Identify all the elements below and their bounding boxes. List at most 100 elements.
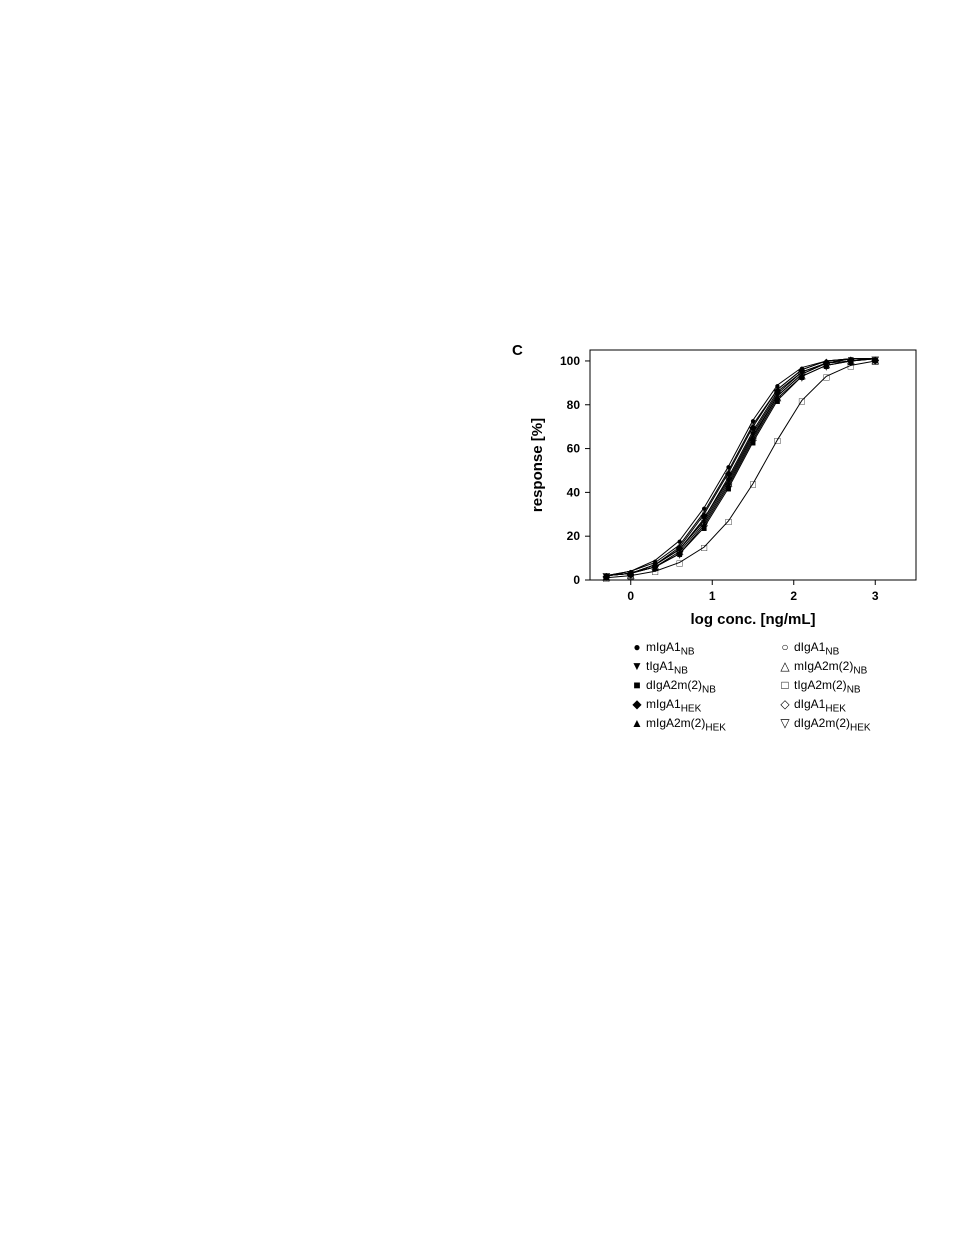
data-point: ◇ — [871, 355, 879, 366]
data-point: ▼ — [870, 355, 880, 366]
data-point: □ — [603, 574, 609, 585]
data-point: ◆ — [798, 366, 806, 377]
data-point: ● — [823, 357, 829, 368]
binding-curve-panel: C 0 1 2 3 0 20 40 60 80 100 log conc. [ng/mL] respo… — [500, 330, 940, 770]
data-point: ■ — [750, 438, 756, 449]
data-point: △ — [822, 359, 830, 370]
legend-marker: ● — [633, 640, 641, 654]
series-line — [606, 358, 876, 577]
data-point: ● — [652, 556, 658, 567]
data-point: ◆ — [822, 357, 830, 368]
data-point: ■ — [628, 569, 634, 580]
data-point: ◆ — [749, 423, 757, 434]
data-point: □ — [628, 572, 634, 583]
data-point: ▽ — [749, 436, 757, 447]
y-axis-label: response [%] — [529, 418, 546, 512]
data-point: ▽ — [627, 569, 635, 580]
x-tick-label: 0 — [627, 589, 634, 603]
data-point: ● — [701, 504, 707, 515]
data-point: □ — [701, 543, 707, 554]
data-point: ▲ — [772, 392, 782, 403]
data-point: ▼ — [846, 355, 856, 366]
data-point: ◇ — [847, 355, 855, 366]
data-point: ○ — [603, 572, 609, 583]
plot-frame — [589, 349, 917, 581]
x-tick-label: 1 — [709, 589, 716, 603]
y-tick-label: 40 — [567, 485, 581, 499]
series-line — [606, 358, 876, 577]
data-point: ◇ — [651, 561, 659, 572]
data-point: ▲ — [797, 370, 807, 381]
data-point: ■ — [701, 523, 707, 534]
legend-series-name: tIgA1 — [646, 659, 675, 673]
data-point: ◇ — [627, 569, 635, 580]
data-point: □ — [750, 480, 756, 491]
series-legend: ● mIgA1NB ○ dIgA1NB▼ tIgA1NB △ mIgA2m(2)NB■ dIg… — [628, 640, 928, 735]
data-point: ▽ — [602, 572, 610, 583]
series-line — [606, 358, 876, 577]
legend-series-subscript: NB — [674, 665, 688, 677]
panel-label: C — [512, 342, 523, 359]
legend-item: □ tIgA2m(2)NB — [776, 678, 924, 697]
legend-series-name: dIgA1 — [794, 697, 826, 711]
data-point: ● — [799, 364, 805, 375]
data-point: ◆ — [847, 355, 855, 366]
data-point: ◆ — [627, 569, 635, 580]
data-point: ▽ — [651, 563, 659, 574]
legend-item: ▼ tIgA1NB — [628, 659, 776, 678]
data-point: ▽ — [774, 394, 782, 405]
data-point: ▲ — [650, 563, 660, 574]
legend-marker: ○ — [781, 640, 789, 654]
data-point: □ — [799, 396, 805, 407]
data-point: ◇ — [602, 572, 610, 583]
data-point: □ — [726, 517, 732, 528]
data-point: ○ — [652, 558, 658, 569]
legend-item: ◆ mIgA1HEK — [628, 697, 776, 716]
data-point: ■ — [823, 361, 829, 372]
legend-marker: ◆ — [632, 697, 642, 711]
legend-series-subscript: NB — [853, 665, 868, 677]
data-point: □ — [872, 357, 878, 368]
data-point: ▽ — [676, 550, 684, 561]
data-point: △ — [602, 572, 610, 583]
legend-series-subscript: NB — [680, 646, 695, 658]
data-point: □ — [848, 361, 854, 372]
data-point: ■ — [652, 563, 658, 574]
data-point: ▽ — [847, 357, 855, 368]
data-point: □ — [823, 372, 829, 383]
legend-series-name: dIgA2m(2) — [646, 678, 703, 692]
legend-series-subscript: HEK — [850, 722, 871, 734]
data-point: ○ — [799, 366, 805, 377]
legend-item: △ mIgA2m(2)NB — [776, 659, 924, 678]
legend-series-name: mIgA2m(2) — [794, 659, 854, 673]
data-point: ▲ — [846, 357, 856, 368]
data-point: △ — [847, 355, 855, 366]
data-point: ◆ — [725, 469, 733, 480]
data-point: △ — [627, 569, 635, 580]
data-point: ▲ — [870, 355, 880, 366]
data-point: □ — [677, 558, 683, 569]
data-point: ● — [848, 355, 854, 366]
data-point: ◆ — [602, 572, 610, 583]
data-point: ▽ — [725, 482, 733, 493]
data-point: ○ — [848, 355, 854, 366]
data-point: ● — [628, 567, 634, 578]
data-point: ▽ — [871, 355, 879, 366]
data-point: ◇ — [700, 515, 708, 526]
data-point: ◇ — [749, 427, 757, 438]
data-point: ○ — [872, 355, 878, 366]
data-point: ● — [603, 572, 609, 583]
data-point: ○ — [823, 357, 829, 368]
legend-series-subscript: NB — [846, 684, 861, 696]
data-point: ▼ — [797, 368, 807, 379]
data-point: ▲ — [601, 572, 611, 583]
x-tick-label: 2 — [790, 589, 797, 603]
y-tick-label: 20 — [567, 529, 581, 543]
data-point: ■ — [603, 572, 609, 583]
legend-series-subscript: NB — [825, 646, 840, 658]
series-line — [606, 358, 876, 577]
binding-curve-svg: 0 1 2 3 0 20 40 60 80 100 log conc. [ng/mL] respons… — [529, 349, 917, 628]
series-line — [606, 358, 876, 577]
legend-marker: ■ — [633, 678, 641, 692]
data-point: ■ — [848, 357, 854, 368]
